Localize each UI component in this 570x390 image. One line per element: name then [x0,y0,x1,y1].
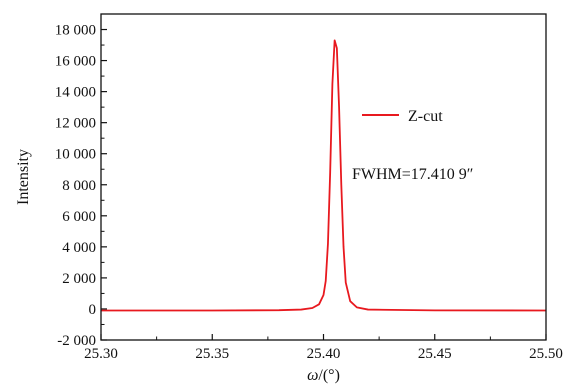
y-tick-label: 14 000 [55,85,96,101]
y-tick-label: 16 000 [55,54,96,70]
x-tick-label: 25.50 [529,346,563,362]
fwhm-annotation: FWHM=17.410 9″ [352,166,473,183]
x-tick-label: 25.30 [84,346,118,362]
y-tick-label: 0 [89,302,97,318]
y-tick-label: 18 000 [55,23,96,39]
tick-labels: 25.30 25.35 25.40 25.45 25.50 -2 000 0 2 000 4 0… [55,23,563,362]
series-line-z-cut [101,39,547,312]
x-tick-label: 25.45 [418,346,452,362]
x-tick-label: 25.40 [307,346,341,362]
y-tick-label: 12 000 [55,116,96,132]
y-tick-label: 10 000 [55,147,96,163]
legend-label-z-cut: Z-cut [408,108,443,125]
x-axis-label: ω/(°) [307,367,340,384]
y-tick-label: 2 000 [62,271,96,287]
y-tick-label: -2 000 [57,333,96,349]
series-layer [101,39,547,312]
y-tick-label: 8 000 [62,178,96,194]
x-tick-label: 25.35 [195,346,229,362]
y-axis-label: Intensity [15,149,32,205]
plot-frame [100,13,547,341]
y-tick-label: 6 000 [62,209,96,225]
y-tick-label: 4 000 [62,240,96,256]
legend: Z-cut [362,108,443,125]
